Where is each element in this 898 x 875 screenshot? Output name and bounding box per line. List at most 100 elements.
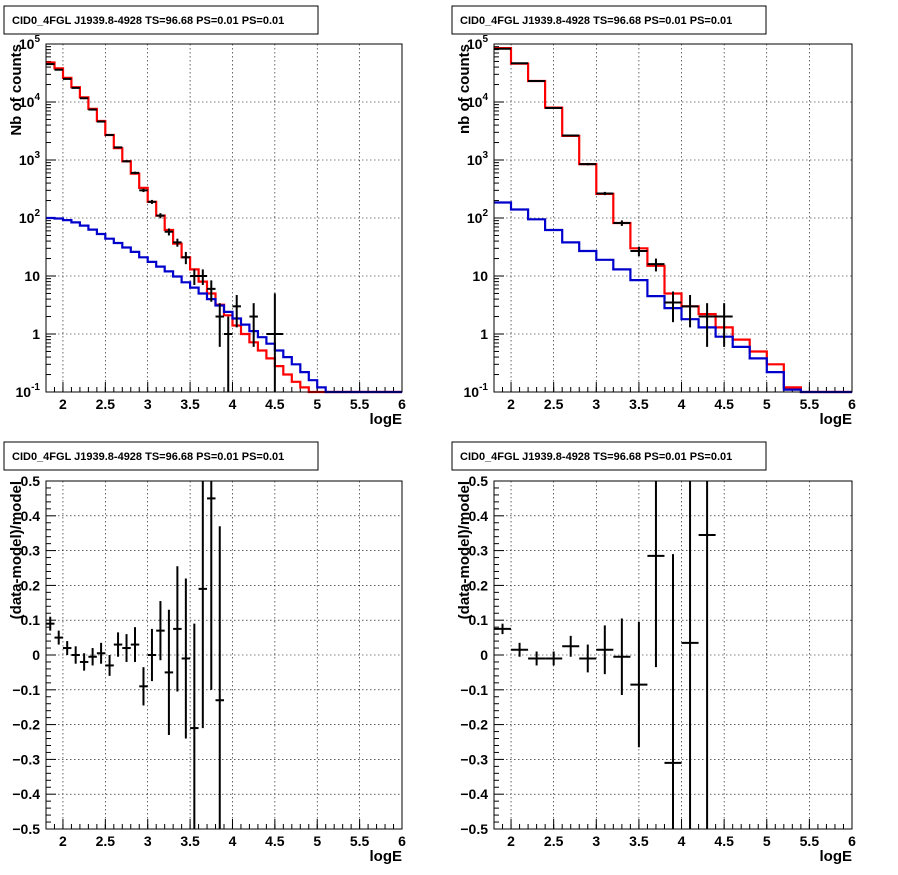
data-point	[562, 134, 580, 137]
data-point	[207, 280, 216, 302]
y-tick-label: 104	[467, 92, 489, 110]
data-point	[198, 481, 208, 729]
data-point	[173, 566, 182, 692]
data-point	[139, 188, 148, 193]
x-axis-label: logE	[820, 411, 853, 428]
data-point	[105, 133, 114, 136]
grid	[46, 43, 403, 393]
x-tick-label: 5	[763, 396, 771, 412]
data-point	[215, 526, 224, 829]
x-tick-label: 4	[678, 396, 686, 412]
data-point	[681, 481, 699, 829]
y-axis-label: (data-model)/model	[8, 481, 25, 619]
chart-title: CID0_4FGL J1939.8-4928 TS=96.68 PS=0.01 …	[12, 15, 284, 27]
data-point	[545, 106, 563, 109]
data-point	[511, 642, 529, 657]
y-tick-label: 102	[19, 208, 41, 226]
x-tick-label: 2	[59, 833, 67, 849]
title-box	[451, 441, 767, 471]
x-tick-label: 3.5	[180, 833, 200, 849]
x-tick-label: 3	[592, 833, 600, 849]
panel-1: CID0_4FGL J1939.8-4928 TS=96.68 PS=0.01 …	[3, 5, 406, 428]
data-point	[647, 258, 665, 272]
x-tick-label: 6	[398, 396, 406, 412]
x-tick-label: 5.5	[800, 396, 820, 412]
data-point	[630, 621, 648, 748]
y-tick-label: 103	[19, 150, 41, 168]
data-point	[698, 303, 716, 347]
data-point	[147, 628, 157, 682]
x-tick-label: 2	[59, 396, 67, 412]
data-point	[130, 627, 140, 662]
data-point	[46, 616, 55, 631]
y-tick-label: 10-1	[16, 382, 41, 400]
y-tick-label: 0	[480, 647, 488, 663]
x-axis-label: logE	[370, 848, 403, 865]
x-tick-label: 2.5	[544, 833, 564, 849]
y-tick-label: 102	[467, 208, 489, 226]
x-tick-label: 3.5	[629, 833, 649, 849]
data-point	[71, 646, 80, 664]
x-tick-label: 4.5	[714, 396, 734, 412]
y-tick-label: 0.1	[469, 612, 489, 628]
data-point	[698, 481, 716, 829]
x-tick-label: 2.5	[96, 396, 116, 412]
x-tick-label: 5.5	[800, 833, 820, 849]
data-point	[664, 291, 682, 323]
plot-frame	[45, 43, 403, 393]
x-tick-label: 2	[507, 833, 515, 849]
x-tick-label: 4.5	[265, 396, 285, 412]
data-point	[181, 251, 191, 265]
x-tick-label: 6	[848, 396, 856, 412]
grid	[494, 43, 853, 393]
data-point	[88, 648, 97, 666]
y-tick-label: 0.3	[469, 543, 489, 559]
y-tick-label: 0.1	[21, 612, 41, 628]
data-point	[266, 293, 284, 392]
model-total-line	[494, 47, 852, 394]
data-points	[494, 47, 733, 347]
x-tick-label: 3	[144, 833, 152, 849]
x-tick-label: 2.5	[544, 396, 564, 412]
y-tick-label: 1	[480, 326, 488, 342]
data-point	[664, 554, 682, 829]
x-tick-label: 3.5	[629, 396, 649, 412]
y-tick-label: −0.4	[12, 786, 40, 802]
data-point	[232, 295, 241, 328]
y-tick-label: −0.2	[460, 717, 488, 733]
data-point	[173, 238, 182, 247]
plot-frame	[493, 480, 853, 830]
y-tick-label: −0.2	[12, 717, 40, 733]
x-tick-label: 4	[678, 833, 686, 849]
y-tick-label: 103	[467, 150, 489, 168]
x-tick-label: 3	[144, 396, 152, 412]
data-points	[46, 481, 224, 829]
data-point	[198, 269, 208, 285]
data-point	[562, 635, 580, 657]
x-tick-label: 2	[507, 396, 515, 412]
data-point	[613, 618, 631, 696]
panel-2: CID0_4FGL J1939.8-4928 TS=96.68 PS=0.01 …	[451, 5, 856, 428]
title-box	[3, 441, 319, 471]
x-tick-label: 5.5	[350, 396, 370, 412]
data-point	[147, 199, 157, 204]
data-point	[139, 667, 148, 706]
x-tick-label: 4	[229, 833, 237, 849]
x-tick-label: 5	[313, 396, 321, 412]
x-tick-label: 6	[848, 833, 856, 849]
data-point	[156, 601, 165, 661]
x-tick-label: 6	[398, 833, 406, 849]
data-point	[88, 108, 97, 111]
data-point	[164, 609, 174, 736]
y-tick-label: 10-1	[464, 382, 489, 400]
data-point	[630, 246, 648, 257]
y-tick-label: −0.1	[460, 682, 488, 698]
data-point	[122, 160, 131, 163]
data-point	[62, 77, 72, 80]
x-tick-label: 4.5	[714, 833, 734, 849]
y-tick-label: 105	[19, 34, 41, 52]
data-point	[96, 120, 106, 123]
data-point	[79, 653, 89, 671]
data-point	[579, 644, 597, 673]
